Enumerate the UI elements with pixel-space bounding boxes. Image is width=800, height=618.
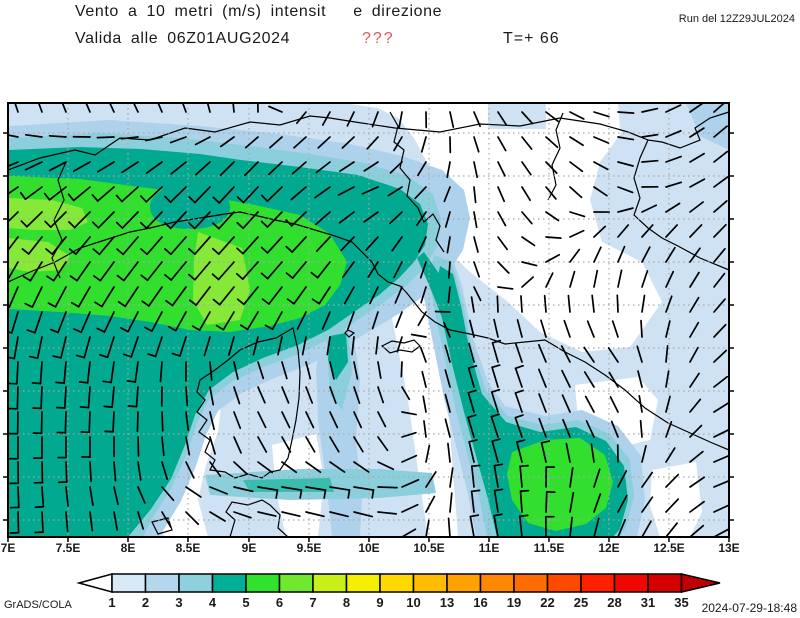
x-tick-label-7.5E: 7.5E [55, 541, 81, 555]
coast-capraia [344, 329, 356, 338]
colorbar-label-35: 35 [674, 595, 689, 610]
colorbar-label-19: 19 [506, 595, 522, 610]
region-green-apennine-blob [507, 438, 613, 531]
x-tick-label-13E: 13E [718, 541, 740, 555]
colorbar-label-2: 2 [141, 595, 150, 610]
x-tick-label-8E: 8E [120, 541, 136, 555]
colorbar-label-4: 4 [208, 595, 217, 610]
colorbar-label-10: 10 [406, 595, 421, 610]
wind-barbs [9, 104, 728, 536]
region-calm-po-valley [350, 104, 662, 352]
colorbar-label-28: 28 [607, 595, 622, 610]
colorbar-label-31: 31 [640, 595, 656, 610]
x-tick-label-10.5E: 10.5E [413, 541, 445, 555]
colorbar-label-5: 5 [242, 595, 250, 610]
colorbar-label-6: 6 [275, 595, 284, 610]
coast-adige-river [547, 112, 564, 201]
colorbar-label-25: 25 [573, 595, 589, 610]
coastlines [9, 111, 728, 536]
region-green-ligurian [9, 176, 347, 332]
region-bright-patch-b [193, 232, 250, 325]
forecast-step-label: T=+ 66 [503, 30, 560, 47]
colorbar-label-22: 22 [540, 595, 555, 610]
colorbar-label-16: 16 [473, 595, 488, 610]
x-tick-label-11E: 11E [478, 541, 500, 555]
coast-asinara [151, 517, 173, 535]
colorbar-label-1: 1 [108, 595, 116, 610]
colorbar [76, 573, 721, 593]
coast-elba [380, 339, 421, 354]
chart-title: Vento a 10 metri (m/s) intensit e direzi… [75, 3, 443, 20]
x-tick-label-12.5E: 12.5E [653, 541, 685, 555]
x-tick-label-9E: 9E [241, 541, 257, 555]
colorbar-label-7: 7 [309, 595, 317, 610]
region-teal-east-corsica-spot [328, 333, 348, 380]
coast-venice-adriatic-coast [633, 111, 728, 271]
x-tick-label-10E: 10E [358, 541, 380, 555]
x-tick-label-11.5E: 11.5E [533, 541, 565, 555]
coast-garda-squiggle [389, 111, 445, 253]
colorbar-label-8: 8 [342, 595, 351, 610]
x-tick-label-9.5E: 9.5E [296, 541, 322, 555]
missing-value-flag: ??? [362, 30, 395, 47]
valid-time-label: Valida alle 06Z01AUG2024 [75, 30, 291, 47]
colorbar-label-3: 3 [175, 595, 183, 610]
coast-po-river [9, 115, 649, 171]
x-tick-label-8.5E: 8.5E [175, 541, 201, 555]
run-label: Run del 12Z29JUL2024 [678, 13, 795, 25]
x-tick-label-7E: 7E [0, 541, 16, 555]
region-teal-hole-in-green [150, 185, 230, 229]
creation-timestamp: 2024-07-29-18:48 [701, 601, 797, 615]
coast-corsica [196, 327, 301, 479]
colorbar-label-9: 9 [376, 595, 384, 610]
region-calm-bottom-right [650, 462, 702, 536]
coast-tanaro-squiggle [51, 161, 67, 279]
grads-credit: GrADS/COLA [4, 599, 72, 611]
colorbar-label-13: 13 [439, 595, 455, 610]
coast-sardinia-north [225, 499, 288, 536]
map-frame [3, 102, 734, 542]
x-tick-label-12E: 12E [598, 541, 620, 555]
lat-lon-gridlines [8, 103, 729, 537]
